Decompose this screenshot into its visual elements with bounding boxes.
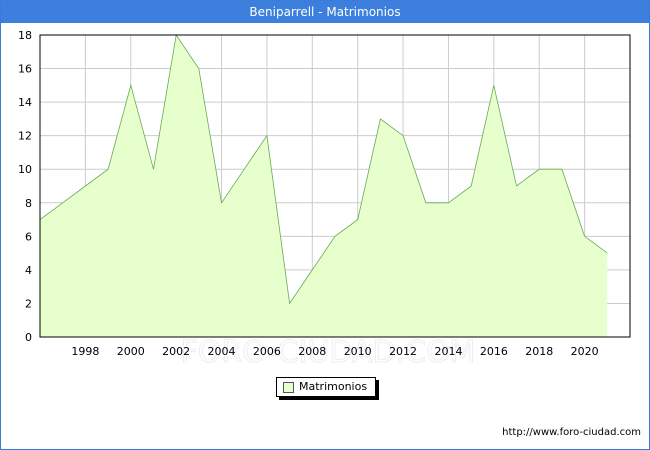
x-tick-label: 2004 xyxy=(208,345,236,358)
y-tick-label: 18 xyxy=(18,29,32,42)
x-tick-label: 2006 xyxy=(253,345,281,358)
x-tick-label: 2014 xyxy=(434,345,462,358)
y-tick-label: 14 xyxy=(18,96,32,109)
series-area-matrimonios xyxy=(40,35,608,337)
x-tick-label: 1998 xyxy=(71,345,99,358)
watermark: FORO-CIUDAD.COM xyxy=(181,335,476,370)
legend: Matrimonios xyxy=(276,377,376,397)
x-tick-label: 2010 xyxy=(344,345,372,358)
y-tick-label: 12 xyxy=(18,130,32,143)
chart-title: Beniparrell - Matrimonios xyxy=(1,1,649,23)
legend-label: Matrimonios xyxy=(299,380,368,393)
x-tick-label: 2016 xyxy=(480,345,508,358)
x-tick-label: 2018 xyxy=(525,345,553,358)
series-line-matrimonios xyxy=(39,33,608,305)
x-tick-label: 2020 xyxy=(571,345,599,358)
x-tick-label: 2002 xyxy=(162,345,190,358)
source-url: http://www.foro-ciudad.com xyxy=(502,427,641,438)
legend-swatch xyxy=(283,382,294,393)
y-tick-label: 4 xyxy=(25,264,32,277)
x-tick-label: 2008 xyxy=(298,345,326,358)
x-tick-label: 2012 xyxy=(389,345,417,358)
y-tick-label: 16 xyxy=(18,63,32,76)
y-tick-label: 10 xyxy=(18,163,32,176)
x-tick-label: 2000 xyxy=(117,345,145,358)
y-tick-label: 2 xyxy=(25,297,32,310)
x-axis-ticks: 1998 2000 2002 2004 2006 2008 2010 2012 2014 2016… xyxy=(71,345,598,358)
y-axis-ticks: 0 2 4 6 8 10 12 14 16 18 xyxy=(18,29,32,344)
y-tick-label: 6 xyxy=(25,230,32,243)
y-tick-label: 0 xyxy=(25,331,32,344)
plot-border xyxy=(39,34,631,338)
y-tick-label: 8 xyxy=(25,197,32,210)
